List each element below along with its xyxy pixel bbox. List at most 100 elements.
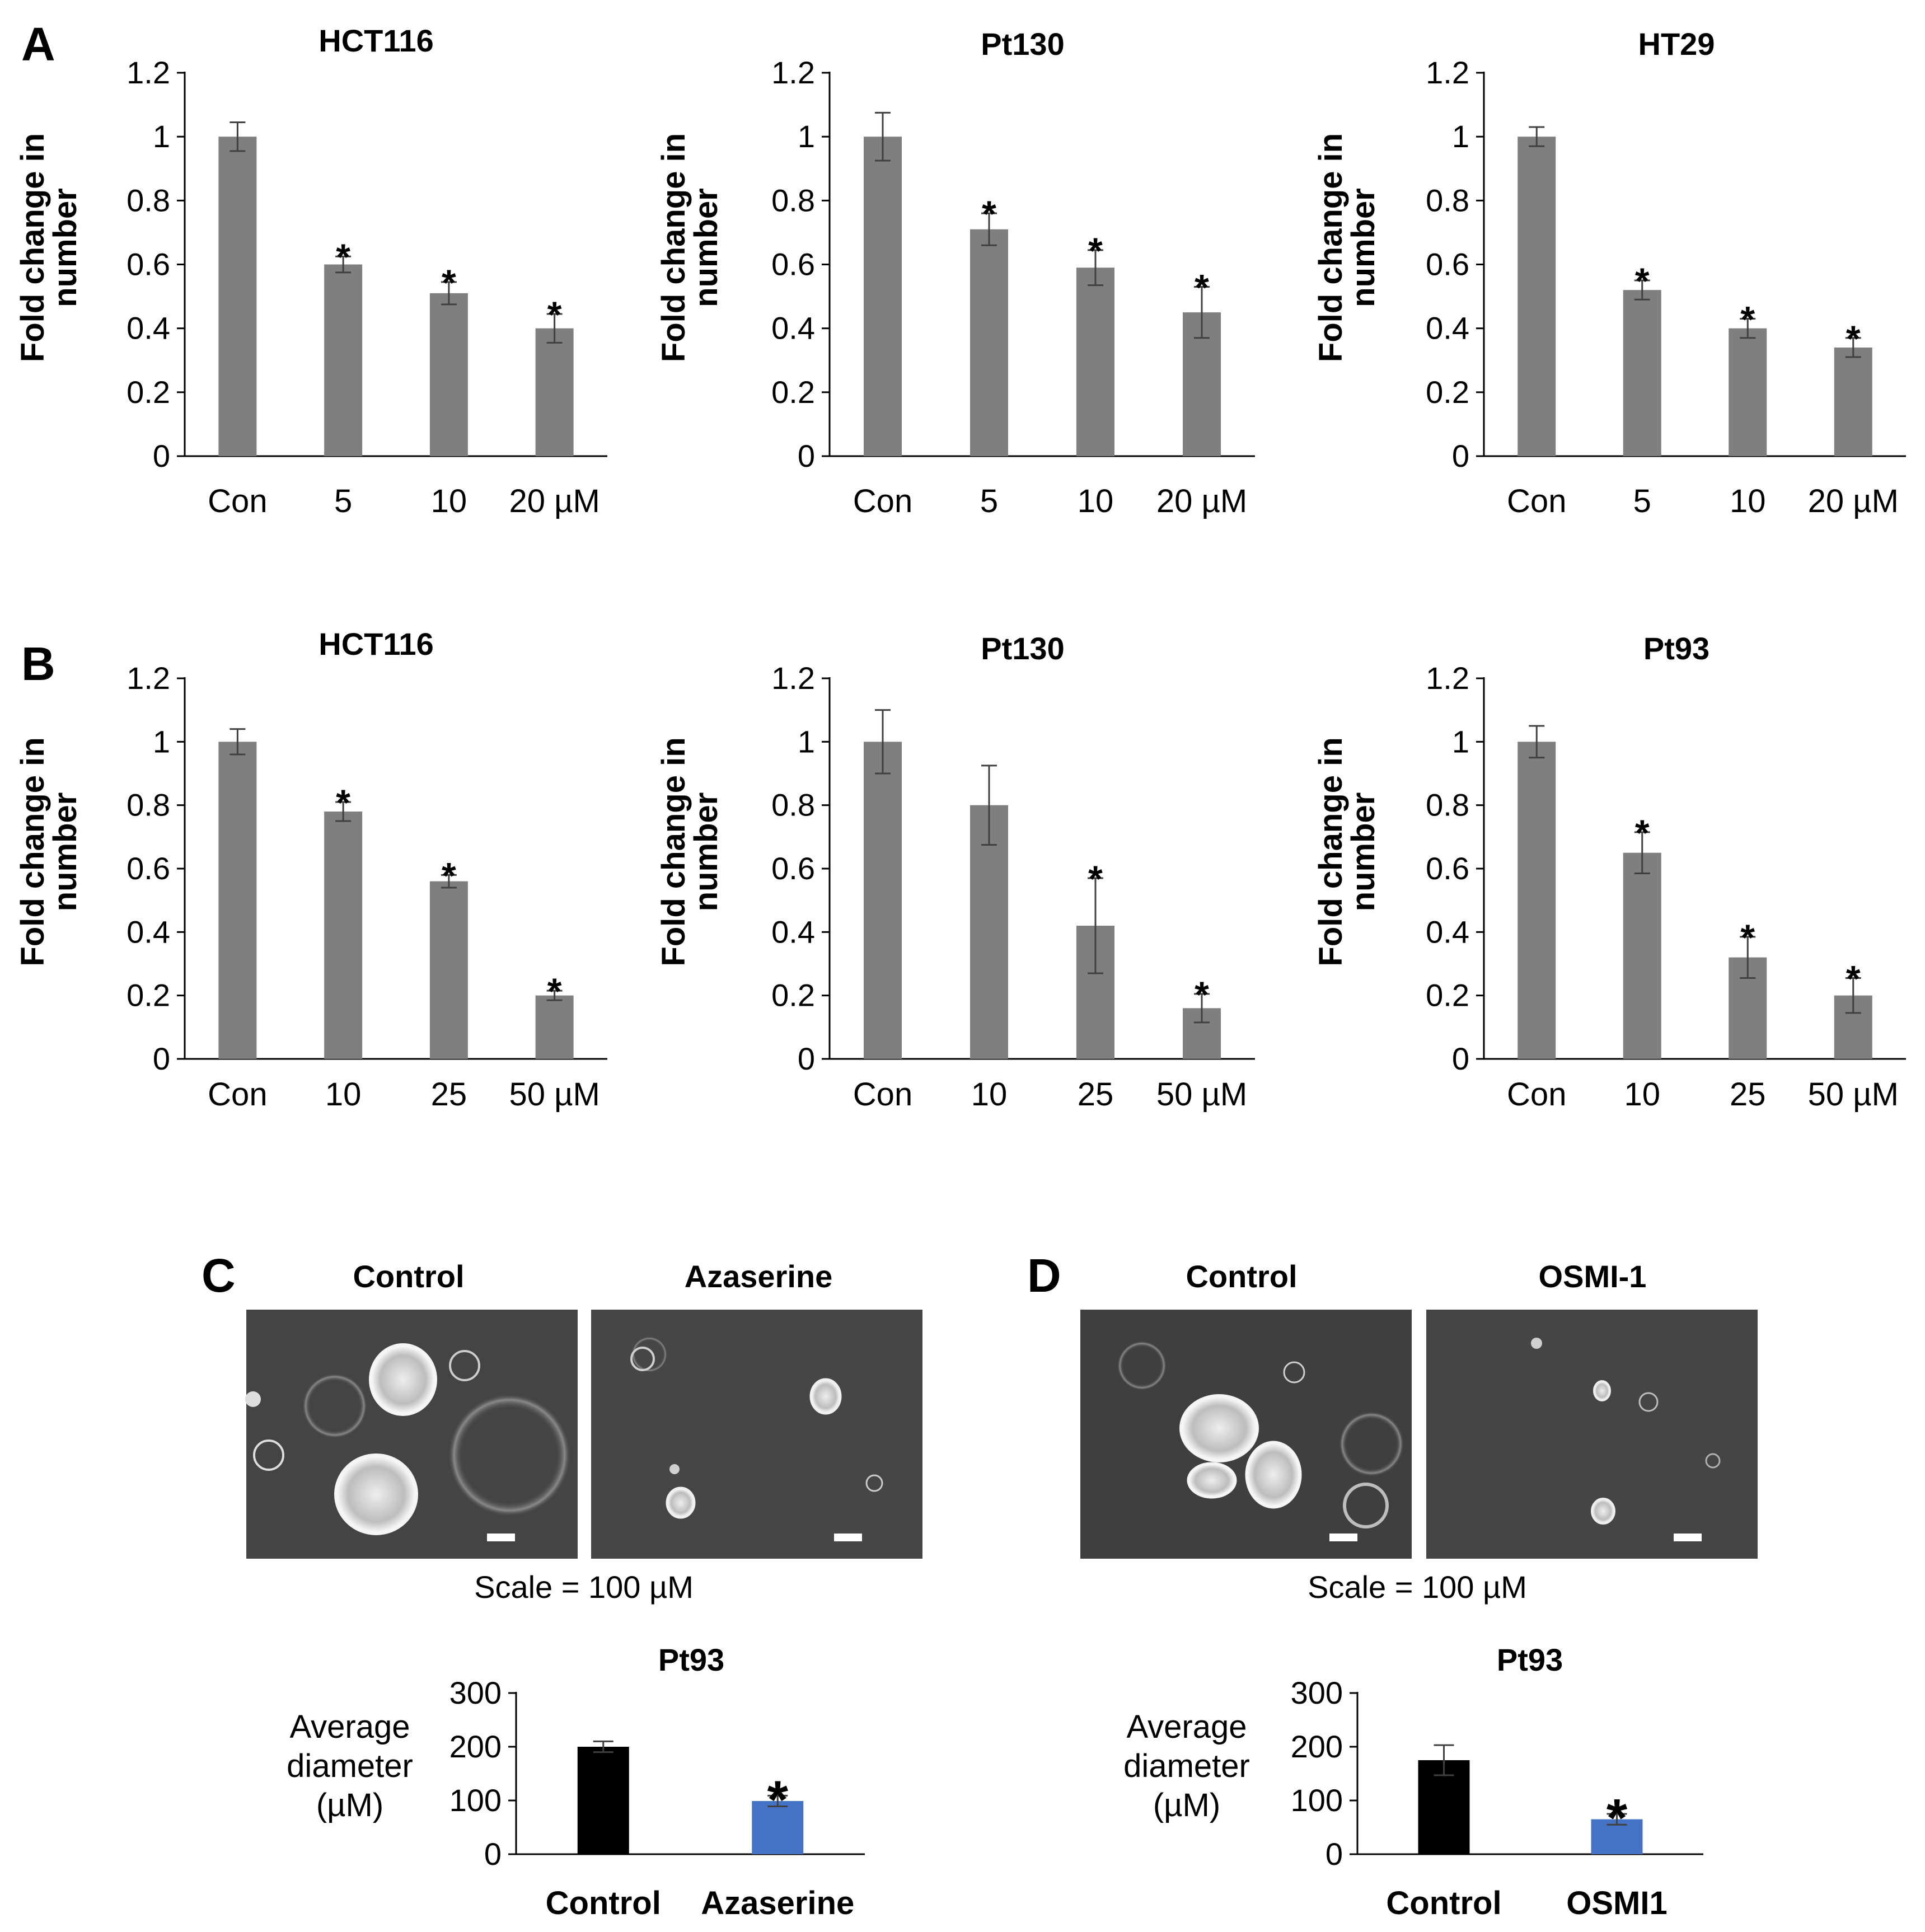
y-tick-label: 0.8	[127, 182, 170, 218]
bar	[535, 328, 574, 456]
y-tick-label: 0.6	[771, 247, 815, 282]
chart-a-ht29: HT29 0 0.2 0.4 0.6 0.8 1 1.2 Fold change innumbe…	[1313, 26, 1906, 519]
bar	[429, 293, 468, 456]
micrograph-c-control	[245, 1310, 578, 1559]
y-tick-label: 1.2	[1426, 55, 1469, 90]
chart-title: HCT116	[319, 626, 433, 662]
category-label: Con	[853, 1076, 912, 1113]
y-tick-label: 0.6	[127, 247, 170, 282]
chart-d-pt93-diameter: Pt93 0 100 200 300 Average diameter (µM) Control…	[1123, 1642, 1703, 1921]
y-tick-label: 0	[153, 438, 170, 473]
chart-b-pt93: Pt93 0 0.2 0.4 0.6 0.8 1 1.2 Fold change innumbe…	[1313, 631, 1906, 1113]
y-tick-label: 0	[1452, 1041, 1469, 1076]
y-axis-label-line: Fold change in	[1313, 133, 1349, 362]
category-label: 5	[1633, 483, 1651, 519]
y-axis-label: Average diameter (µM)	[287, 1709, 413, 1823]
category-label: 25	[431, 1076, 467, 1113]
y-tick-label: 1.2	[127, 660, 170, 696]
y-tick-label: 0.6	[771, 851, 815, 886]
significance-marker: *	[1846, 958, 1861, 1000]
category-label: Control	[546, 1885, 661, 1921]
y-tick-label: 0	[1326, 1836, 1343, 1872]
significance-marker: *	[1088, 858, 1103, 899]
bar	[970, 229, 1008, 456]
y-tick-label: 1	[798, 724, 815, 759]
y-tick-label: 0	[798, 438, 815, 473]
y-axis-label-line: number	[688, 188, 724, 307]
category-label: 50 µM	[1808, 1076, 1899, 1113]
y-axis-label-line: number	[1345, 188, 1381, 307]
category-label: 5	[980, 483, 998, 519]
category-label: 10	[431, 483, 467, 519]
chart-b-hct116: HCT116 0 0.2 0.4 0.6 0.8 1 1.2 Fold change innum…	[15, 626, 607, 1113]
bar	[218, 742, 257, 1059]
panel-letter-a: A	[21, 18, 55, 71]
y-tick-label: 0.8	[127, 787, 170, 823]
significance-marker: *	[442, 855, 456, 896]
bar	[1076, 268, 1114, 456]
bar	[1517, 137, 1556, 456]
y-tick-label: 1.2	[771, 55, 815, 90]
chart-title: Pt93	[1497, 1642, 1563, 1677]
y-tick-label: 0.4	[771, 914, 815, 949]
significance-marker: *	[1606, 1788, 1628, 1848]
y-axis-label: Average diameter (µM)	[1123, 1709, 1250, 1823]
bar	[752, 1800, 804, 1854]
significance-marker: *	[982, 193, 996, 235]
category-label: 25	[1730, 1076, 1766, 1113]
significance-marker: *	[1740, 299, 1755, 340]
bar	[970, 805, 1008, 1059]
y-axis-label-line: (µM)	[1153, 1787, 1220, 1823]
chart-title: Pt93	[658, 1642, 724, 1677]
micrograph-d-control	[1080, 1310, 1412, 1559]
panel-letter-b: B	[21, 637, 55, 690]
panel-letter-c: C	[202, 1249, 236, 1302]
category-label: 20 µM	[1156, 483, 1247, 519]
category-label: 10	[1730, 483, 1766, 519]
y-tick-label: 0.2	[771, 374, 815, 410]
y-axis-label-line: Average	[1127, 1709, 1247, 1745]
y-tick-label: 1	[798, 119, 815, 154]
category-label: Con	[853, 483, 912, 519]
y-tick-label: 0.2	[771, 978, 815, 1013]
y-axis-label-line: (µM)	[316, 1787, 383, 1823]
y-axis-label-line: diameter	[287, 1748, 413, 1784]
y-axis-label: Fold change innumber	[1313, 737, 1381, 966]
category-label: Con	[1507, 483, 1566, 519]
bar	[1729, 328, 1767, 456]
y-tick-label: 200	[449, 1729, 502, 1764]
y-axis-label: Fold change innumber	[15, 737, 83, 966]
significance-marker: *	[1195, 974, 1209, 1015]
micrograph-d-osmi	[1426, 1310, 1758, 1559]
significance-marker: *	[1635, 812, 1650, 854]
y-tick-label: 0	[484, 1836, 502, 1872]
y-axis-label-line: number	[47, 793, 83, 912]
y-tick-label: 0.8	[771, 787, 815, 823]
y-axis-label: Fold change innumber	[655, 737, 724, 966]
bar	[864, 742, 902, 1059]
significance-marker: *	[336, 236, 350, 278]
significance-marker: *	[1195, 266, 1209, 308]
bar	[1623, 290, 1661, 456]
category-label: 10	[1624, 1076, 1660, 1113]
scale-note-d: Scale = 100 µM	[1308, 1569, 1527, 1605]
significance-marker: *	[767, 1770, 789, 1830]
bar	[1623, 852, 1661, 1059]
significance-marker: *	[1740, 917, 1755, 958]
chart-a-pt130: Pt130 0 0.2 0.4 0.6 0.8 1 1.2 Fold change innumb…	[655, 26, 1255, 519]
chart-title: HCT116	[319, 23, 433, 58]
y-tick-label: 0.8	[771, 182, 815, 218]
bar	[1834, 347, 1872, 456]
bar	[324, 812, 363, 1059]
y-tick-label: 1	[153, 724, 170, 759]
chart-title: Pt130	[981, 631, 1064, 666]
y-axis-label: Fold change innumber	[15, 133, 83, 362]
category-label: 20 µM	[509, 483, 599, 519]
y-tick-label: 0	[798, 1041, 815, 1076]
y-tick-label: 0.4	[127, 311, 170, 346]
significance-marker: *	[1846, 318, 1861, 359]
significance-marker: *	[547, 294, 562, 335]
y-axis-label: Fold change innumber	[655, 133, 724, 362]
y-axis-label-line: diameter	[1123, 1748, 1250, 1784]
y-tick-label: 0.6	[1426, 247, 1469, 282]
